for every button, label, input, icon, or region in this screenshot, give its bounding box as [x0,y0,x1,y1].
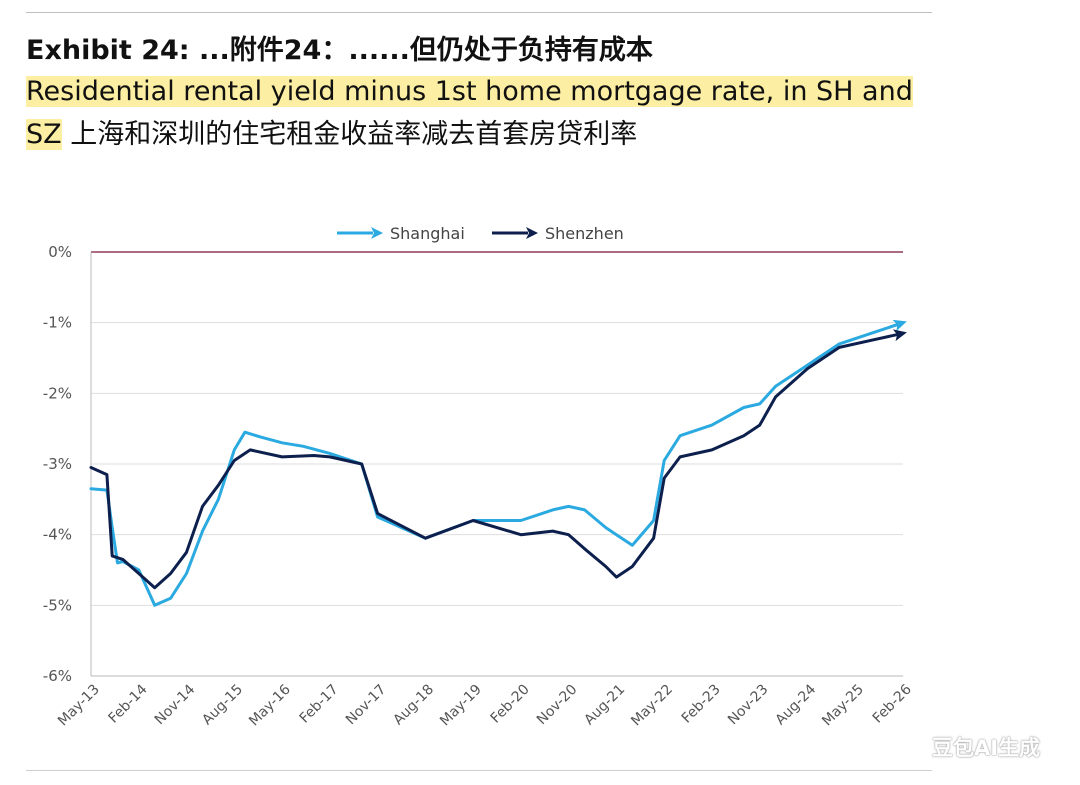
y-tick-label: -2% [43,384,72,402]
x-tick-label: Feb-14 [106,681,151,726]
x-tick-label: May-22 [628,682,676,730]
line-chart: 0%-1%-2%-3%-4%-5%-6%May-13 Feb-14 Nov-14 Au… [43,224,915,730]
x-tick-label: Aug-15 [199,682,246,729]
x-tick-label: Feb-20 [488,682,533,727]
x-tick-label: Nov-20 [534,682,581,729]
legend-arrow-shanghai [371,227,383,239]
y-tick-label: -3% [43,455,72,473]
x-tick-label: Feb-26 [870,681,915,726]
bottom-rule [26,770,932,771]
x-tick-label: May-13 [55,682,103,730]
exhibit-title: Exhibit 24: ...附件24：......但仍处于负持有成本 [26,35,653,66]
x-tick-label: Nov-17 [343,682,390,729]
legend-label-shenzhen: Shenzhen [545,224,624,243]
x-tick-label: Aug-18 [390,682,437,729]
subtitle-chinese: 上海和深圳的住宅租金收益率减去首套房贷利率 [70,119,638,150]
x-tick-label: Feb-23 [679,682,724,727]
y-tick-label: -5% [43,596,72,614]
y-tick-label: -6% [43,667,72,685]
x-tick-label: May-16 [246,681,294,729]
x-tick-label: Feb-17 [297,682,342,727]
top-rule [26,12,932,13]
x-tick-label: Aug-21 [581,682,628,729]
y-tick-label: 0% [48,243,72,261]
series-line-shenzhen [89,331,905,590]
series-arrowhead-shenzhen [892,329,907,342]
series-arrowhead-shanghai [892,319,907,332]
exhibit-subtitle: Residential rental yield minus 1st home … [26,70,936,156]
x-tick-label: Nov-23 [725,682,772,729]
legend-arrow-shenzhen [526,227,538,239]
y-tick-label: -4% [43,526,72,544]
legend-label-shanghai: Shanghai [390,224,465,243]
x-tick-label: Aug-24 [772,681,819,728]
x-tick-label: May-19 [437,682,485,730]
x-tick-label: Nov-14 [152,681,199,728]
y-tick-label: -1% [43,314,72,332]
watermark: 豆包AI生成 [932,736,1041,760]
x-tick-label: May-25 [819,682,867,730]
